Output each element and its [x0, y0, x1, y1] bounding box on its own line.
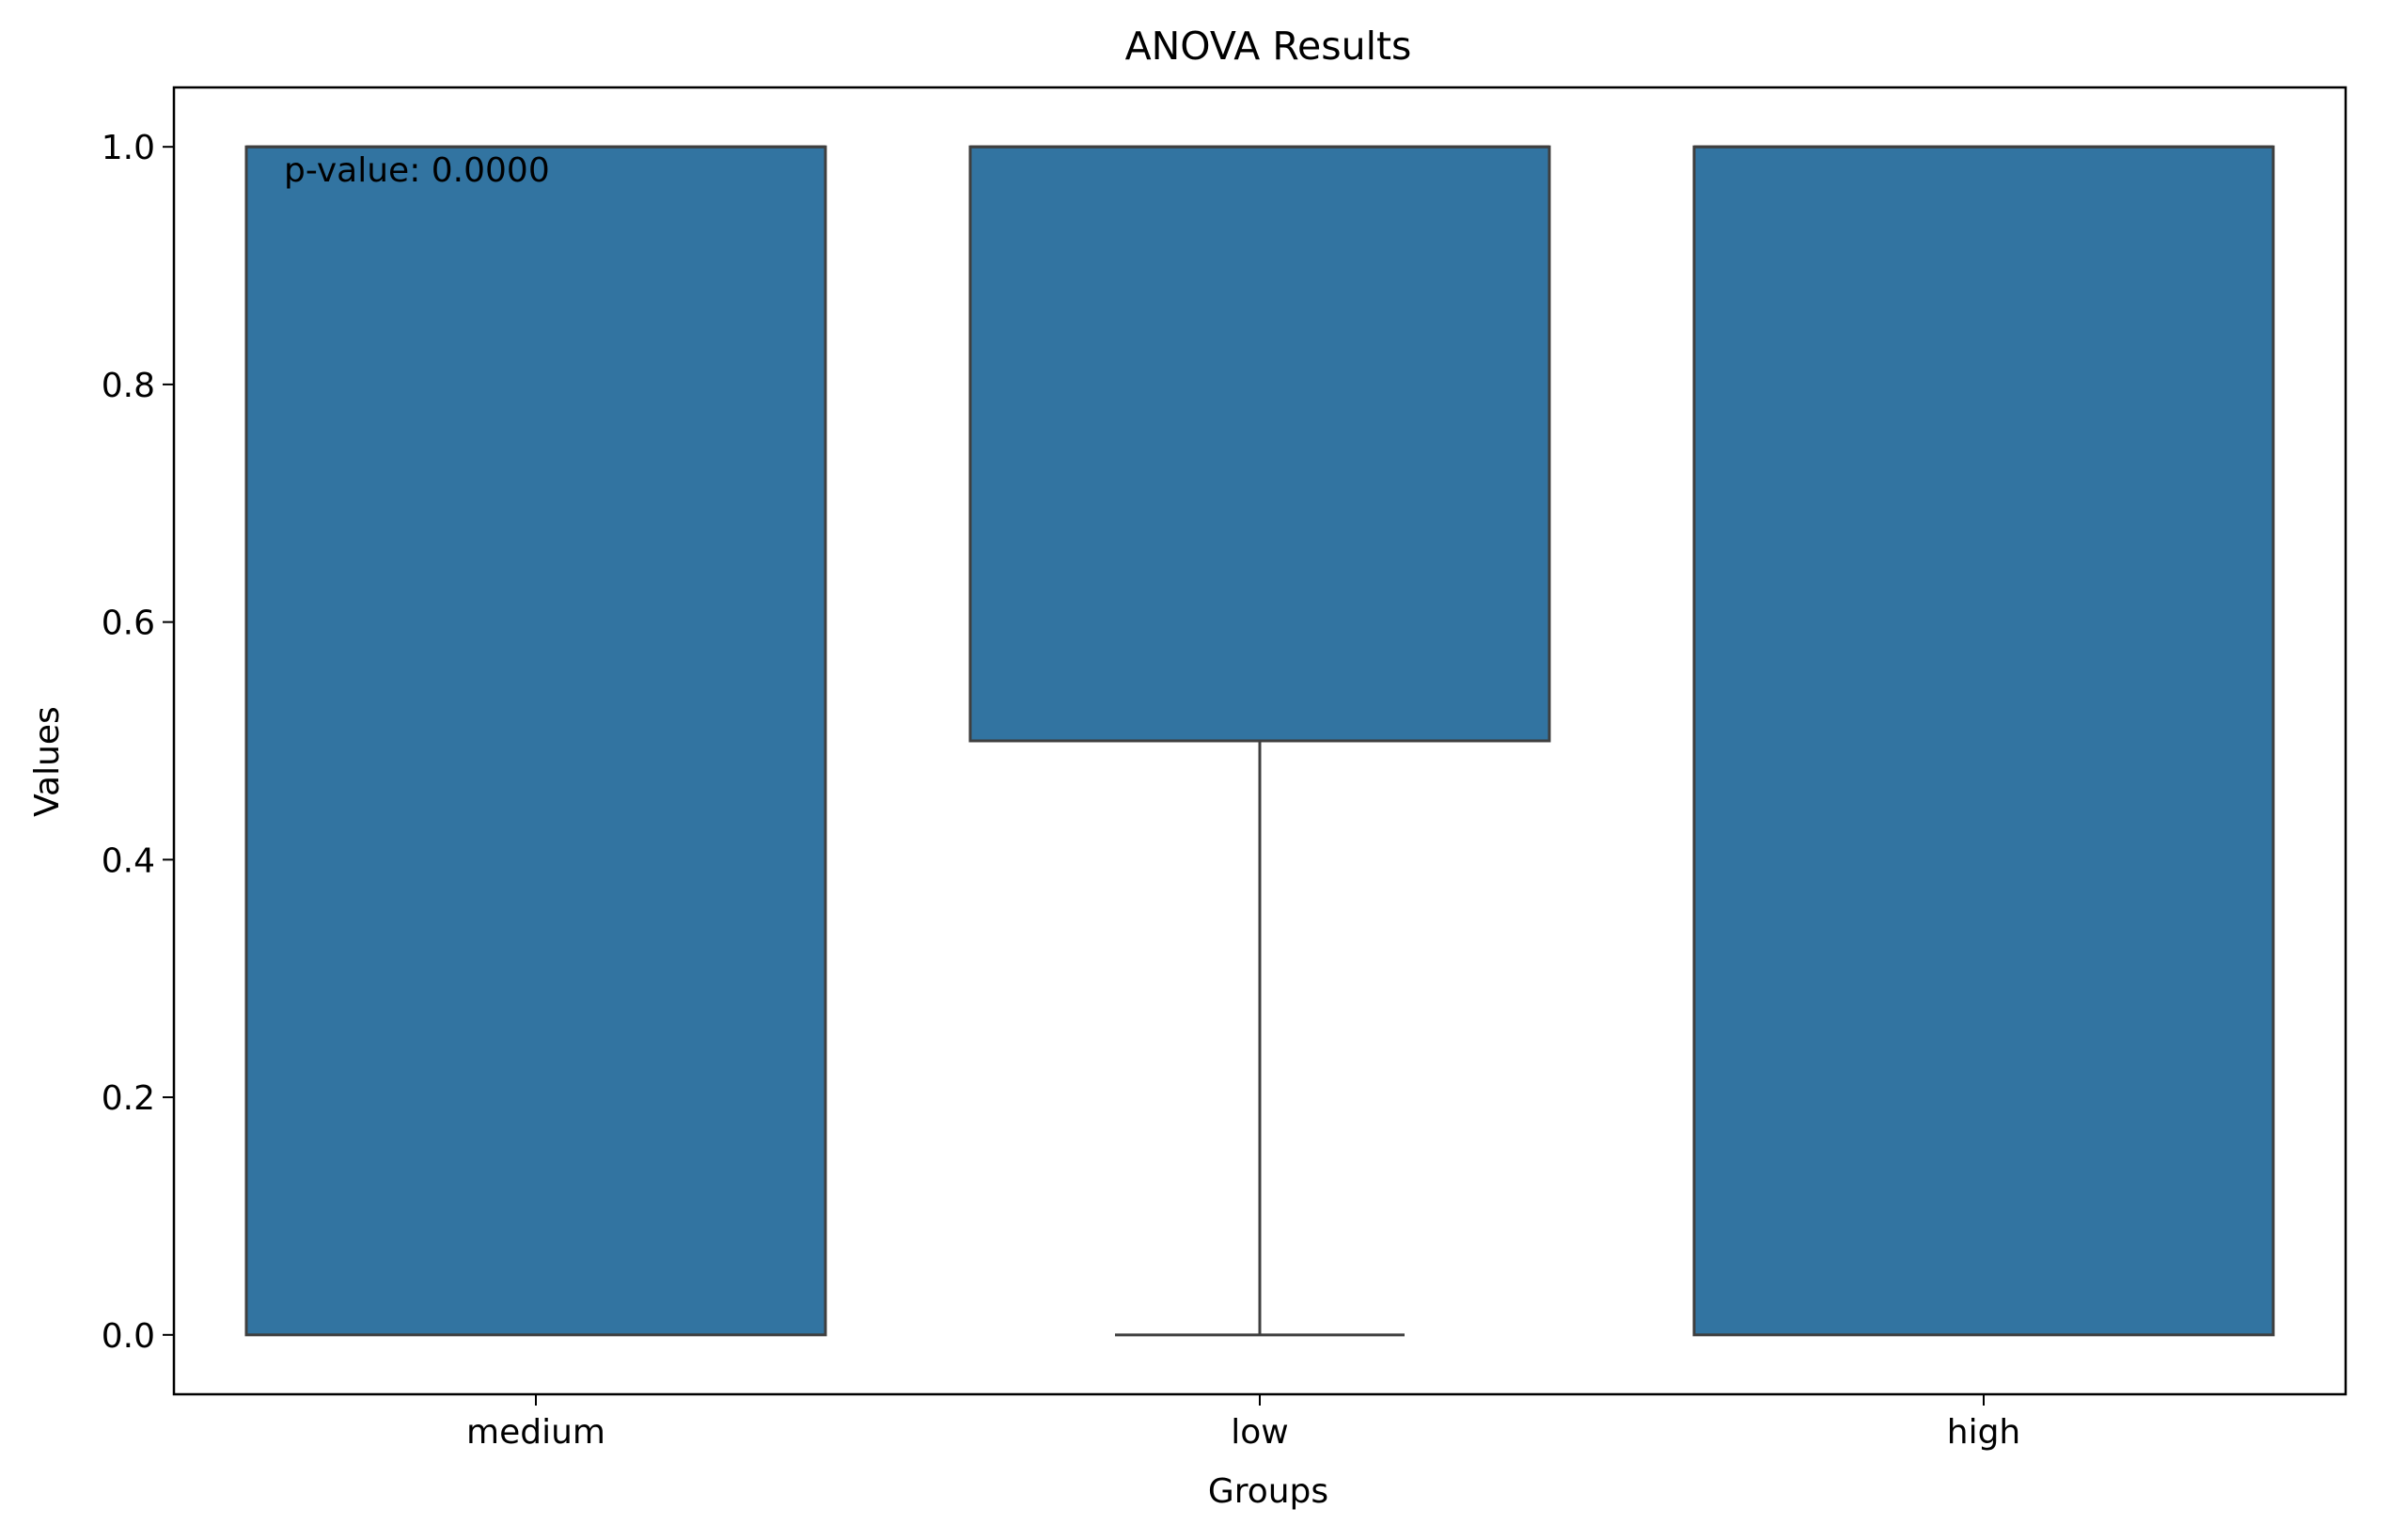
y-tick-label-0.6: 0.6: [102, 605, 155, 643]
chart-title: ANOVA Results: [1125, 24, 1412, 69]
p-value-annotation: p-value: 0.0000: [284, 151, 550, 190]
y-tick-label-1.0: 1.0: [102, 129, 155, 167]
box-high: [1692, 145, 2275, 1337]
x-tick-label-medium: medium: [466, 1413, 605, 1452]
box-low: [968, 145, 1551, 743]
y-axis-label: Values: [28, 706, 67, 817]
y-tick-label-0.2: 0.2: [102, 1079, 155, 1118]
axes-frame: [172, 86, 2348, 1396]
box-medium: [244, 145, 827, 1337]
x-tick-label-high: high: [1947, 1413, 2021, 1452]
y-tick-label-0.4: 0.4: [102, 841, 155, 880]
y-tick-label-0.8: 0.8: [102, 367, 155, 405]
x-tick-label-low: low: [1231, 1413, 1288, 1452]
y-tick-label-0.0: 0.0: [102, 1317, 155, 1356]
x-axis-label: Groups: [1208, 1472, 1328, 1511]
plot-area: medium low high 0.0 0.2 0.4 0.6 0.8 1.0: [102, 86, 2348, 1452]
